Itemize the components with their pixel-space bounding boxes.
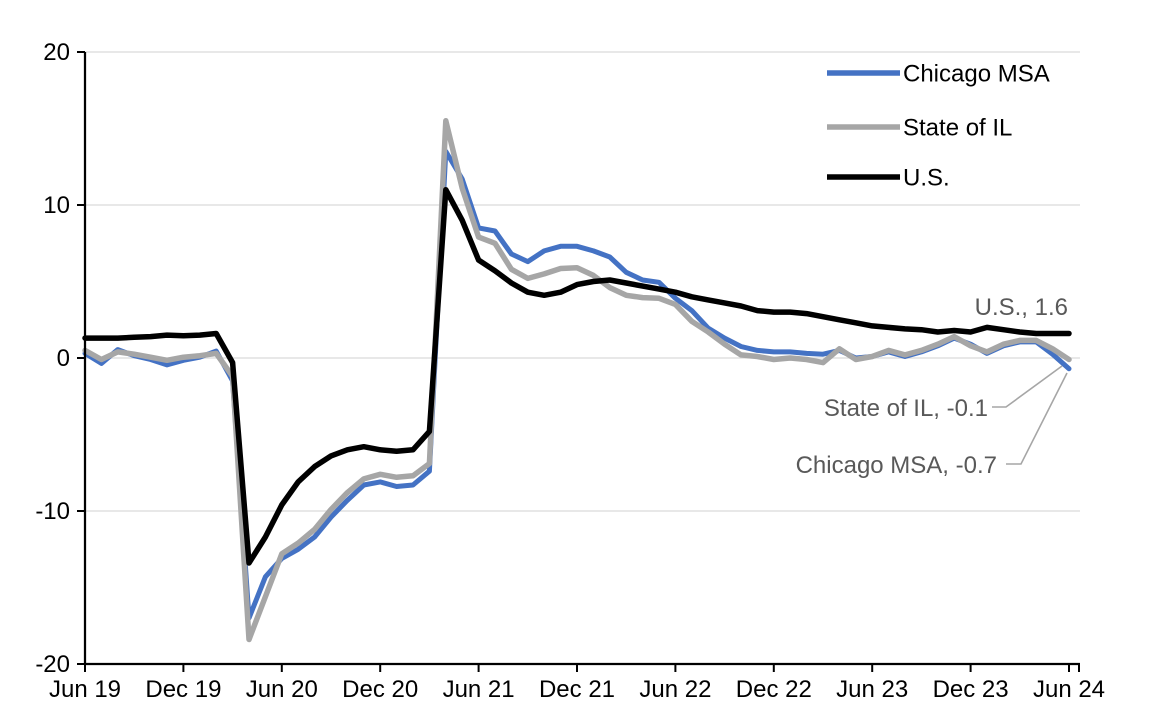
y-tick-label: 20 xyxy=(43,39,70,66)
legend: Chicago MSA State of IL U.S. xyxy=(827,61,1050,192)
x-tick-label: Jun 20 xyxy=(246,676,318,703)
series-line-state-of-il xyxy=(82,118,1072,643)
x-tick-label: Jun 22 xyxy=(639,676,711,703)
y-tick-label: 10 xyxy=(43,192,70,219)
y-tick-label: 0 xyxy=(57,345,70,372)
annotations: Chicago MSA, -0.7 State of IL, -0.1 U.S., … xyxy=(796,294,1068,479)
legend-label: State of IL xyxy=(903,115,1012,142)
x-tick-label: Jun 21 xyxy=(443,676,515,703)
x-tick-label: Dec 22 xyxy=(736,676,812,703)
legend-item-u-s: U.S. xyxy=(827,165,950,192)
end-label: Chicago MSA, -0.7 xyxy=(796,452,997,479)
end-label: State of IL, -0.1 xyxy=(824,395,988,422)
legend-label: U.S. xyxy=(903,165,950,192)
x-tick-label: Jun 24 xyxy=(1033,676,1105,703)
x-tick-label: Dec 21 xyxy=(539,676,615,703)
x-tick-label: Jun 19 xyxy=(49,676,121,703)
end-label: U.S., 1.6 xyxy=(975,294,1068,321)
legend-item-state-of-il: State of IL xyxy=(827,115,1012,142)
x-tick-label: Dec 19 xyxy=(145,676,221,703)
y-tick-label: -20 xyxy=(35,651,70,678)
series-line-u-s xyxy=(82,186,1072,566)
leader-line xyxy=(992,365,1063,408)
gridlines xyxy=(85,51,1080,512)
y-tick-label: -10 xyxy=(35,498,70,525)
axes xyxy=(77,51,1080,672)
x-tick-label: Dec 23 xyxy=(933,676,1009,703)
series-lines xyxy=(82,118,1072,643)
x-tick-label: Jun 23 xyxy=(836,676,908,703)
x-tick-label: Dec 20 xyxy=(342,676,418,703)
leader-line xyxy=(1006,372,1068,465)
legend-item-chicago-msa: Chicago MSA xyxy=(827,61,1050,88)
legend-label: Chicago MSA xyxy=(903,61,1050,88)
